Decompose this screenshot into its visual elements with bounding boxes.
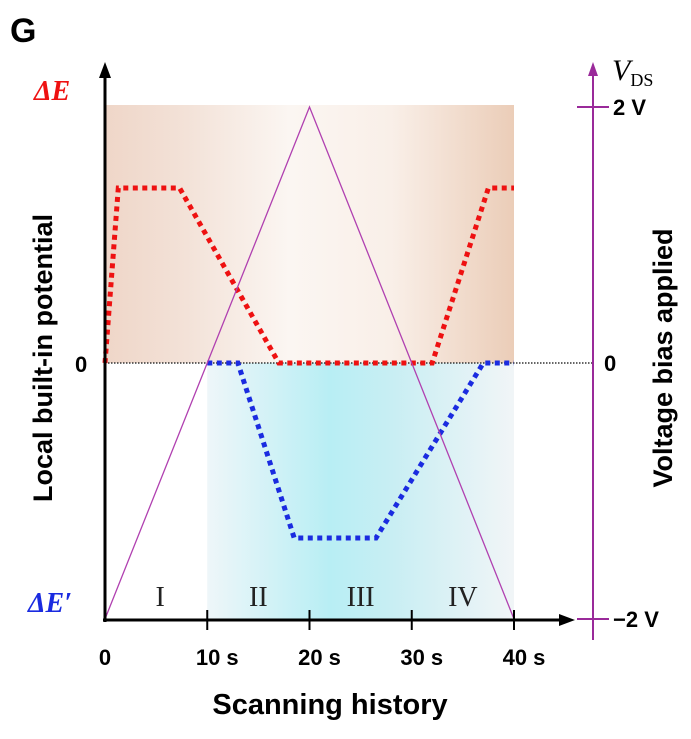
delta-e-background <box>105 105 514 363</box>
vds-v: V <box>612 54 634 87</box>
left-axis-arrow-icon <box>99 62 111 78</box>
x-tick-label: 20 s <box>298 645 341 670</box>
y-axis-right-label: Voltage bias applied <box>648 228 678 487</box>
x-tick-label: 0 <box>99 645 111 670</box>
series-e-prime-line <box>207 360 514 541</box>
delta-e-prime-label: ΔE′ <box>27 588 72 619</box>
x-tick-label: 40 s <box>503 645 546 670</box>
region-label-II: II <box>249 582 268 613</box>
delta-e-label: ΔE <box>33 76 70 107</box>
region-label-III: III <box>347 582 375 613</box>
right-axis-title: VDS <box>612 54 653 90</box>
vds-subscript: DS <box>630 70 653 90</box>
x-tick-label: 10 s <box>196 645 239 670</box>
x-axis-label: Scanning history <box>212 689 447 721</box>
region-label-IV: IV <box>448 582 478 613</box>
series-e-line <box>102 185 514 366</box>
panel-label: G <box>10 12 36 50</box>
right-axis-arrow-icon <box>588 62 598 76</box>
series-vds-line <box>104 105 515 620</box>
x-axis-arrow-icon <box>559 614 575 626</box>
right-tick-label: 2 V <box>613 95 646 120</box>
right-tick-label: −2 V <box>613 607 659 632</box>
right-tick-label: 0 <box>604 351 616 376</box>
left-zero-label: 0 <box>75 352 87 377</box>
x-tick-label: 30 s <box>400 645 443 670</box>
y-axis-left-label: Local built-in potential <box>28 214 58 502</box>
region-label-I: I <box>155 582 164 613</box>
